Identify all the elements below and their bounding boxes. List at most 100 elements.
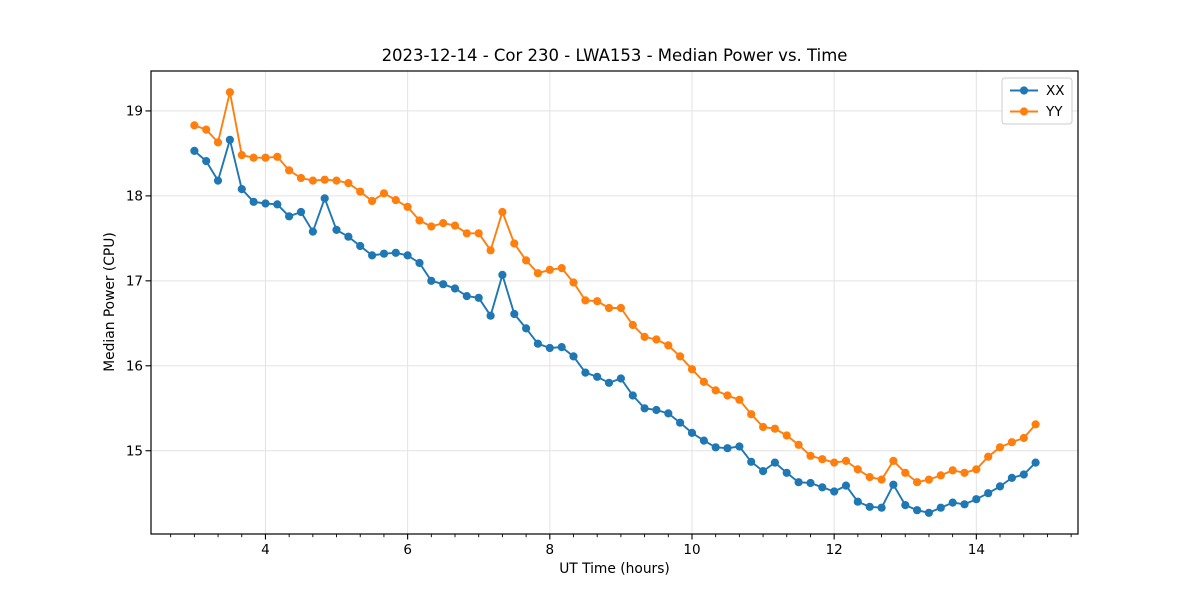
data-point-marker (356, 241, 365, 251)
data-point-marker (960, 500, 969, 509)
data-point-marker (818, 483, 827, 492)
data-point-marker (699, 436, 709, 445)
data-point-marker (510, 309, 519, 319)
data-point-marker (569, 278, 578, 287)
data-point-marker (427, 222, 436, 231)
data-point-marker (628, 320, 637, 330)
legend-box (1001, 77, 1073, 125)
data-point-marker (818, 455, 827, 464)
data-point-marker (794, 478, 803, 487)
data-point-marker (995, 443, 1005, 452)
data-point-marker (995, 482, 1005, 491)
x-tick-label: 4 (261, 542, 270, 558)
data-point-marker (794, 440, 803, 449)
data-point-marker (676, 418, 685, 427)
data-point-marker (474, 293, 483, 302)
data-point-marker (960, 468, 969, 477)
data-point-marker (557, 264, 566, 273)
data-point-marker (462, 292, 471, 301)
data-point-marker (320, 194, 329, 203)
data-point-marker (853, 497, 862, 506)
data-point-marker (984, 452, 993, 461)
x-tick-labels: 4 6 8 10 12 14 (261, 542, 985, 558)
legend-item-yy: YY (1010, 104, 1063, 120)
data-point-marker (723, 444, 732, 453)
data-point-marker (687, 365, 697, 374)
data-point-marker (593, 297, 602, 306)
data-point-marker (652, 335, 661, 344)
x-tick-label: 14 (968, 542, 985, 558)
data-point-marker (604, 303, 614, 313)
series-xx (190, 135, 1040, 517)
y-tick-label: 17 (126, 274, 143, 290)
data-point-marker (759, 467, 768, 476)
data-point-marker (616, 303, 626, 313)
data-point-marker (261, 199, 270, 208)
data-point-marker (213, 138, 223, 147)
x-tick-label: 10 (683, 542, 700, 558)
data-point-marker (913, 478, 922, 487)
y-tick-label: 15 (126, 444, 143, 460)
data-point-marker (770, 458, 780, 467)
data-point-marker (936, 471, 945, 480)
data-point-marker (439, 280, 448, 289)
data-point-marker (924, 475, 934, 484)
data-point-marker (1007, 438, 1017, 447)
plot-frame (150, 70, 1079, 535)
data-point-marker (237, 185, 246, 194)
legend: XX YY (1001, 77, 1073, 125)
data-point-marker (853, 465, 862, 474)
data-point-marker (1031, 458, 1040, 467)
data-point-marker (676, 352, 685, 361)
data-point-marker (687, 428, 697, 437)
data-point-marker (439, 219, 448, 228)
data-point-marker (545, 343, 554, 353)
data-point-marker (628, 391, 637, 400)
data-point-marker (190, 146, 199, 155)
y-tick-label: 16 (126, 359, 143, 375)
y-tick-label: 19 (126, 104, 143, 120)
data-point-marker (249, 153, 258, 162)
data-point-marker (901, 501, 910, 510)
data-point-marker (379, 249, 389, 258)
data-point-marker (332, 225, 341, 234)
legend-label: XX (1046, 83, 1065, 99)
data-point-marker (865, 473, 874, 482)
data-point-marker (368, 251, 377, 260)
data-point-marker (640, 404, 649, 413)
series-yy (190, 88, 1040, 487)
data-point-marker (699, 377, 709, 386)
data-point-marker (450, 284, 460, 293)
data-point-marker (830, 487, 839, 496)
data-point-marker (450, 221, 460, 230)
data-point-marker (841, 481, 851, 490)
data-point-marker (889, 456, 898, 465)
y-tick-label: 18 (126, 189, 143, 205)
data-point-marker (711, 443, 720, 452)
series-line (194, 91, 1037, 484)
data-point-marker (510, 239, 519, 248)
data-point-marker (913, 506, 922, 515)
data-point-marker (972, 465, 981, 474)
data-point-marker (1007, 473, 1017, 482)
data-point-marker (889, 480, 898, 489)
data-point-marker (581, 296, 590, 305)
legend-sample-marker (1019, 107, 1029, 116)
data-point-marker (225, 88, 234, 97)
data-point-marker (344, 232, 353, 241)
data-point-marker (664, 409, 673, 418)
data-point-marker (273, 200, 282, 209)
data-point-marker (237, 151, 246, 160)
data-point-marker (545, 265, 554, 274)
data-point-marker (344, 179, 353, 188)
data-point-marker (486, 246, 495, 255)
data-point-marker (427, 276, 436, 285)
data-point-marker (652, 405, 661, 415)
data-point-marker (841, 456, 851, 465)
y-axis-label: Median Power (CPU) (102, 232, 118, 372)
data-point-marker (285, 166, 294, 175)
data-point-marker (557, 343, 566, 352)
x-axis-ticks (170, 534, 1072, 540)
data-point-marker (285, 212, 294, 221)
data-point-marker (735, 442, 744, 451)
